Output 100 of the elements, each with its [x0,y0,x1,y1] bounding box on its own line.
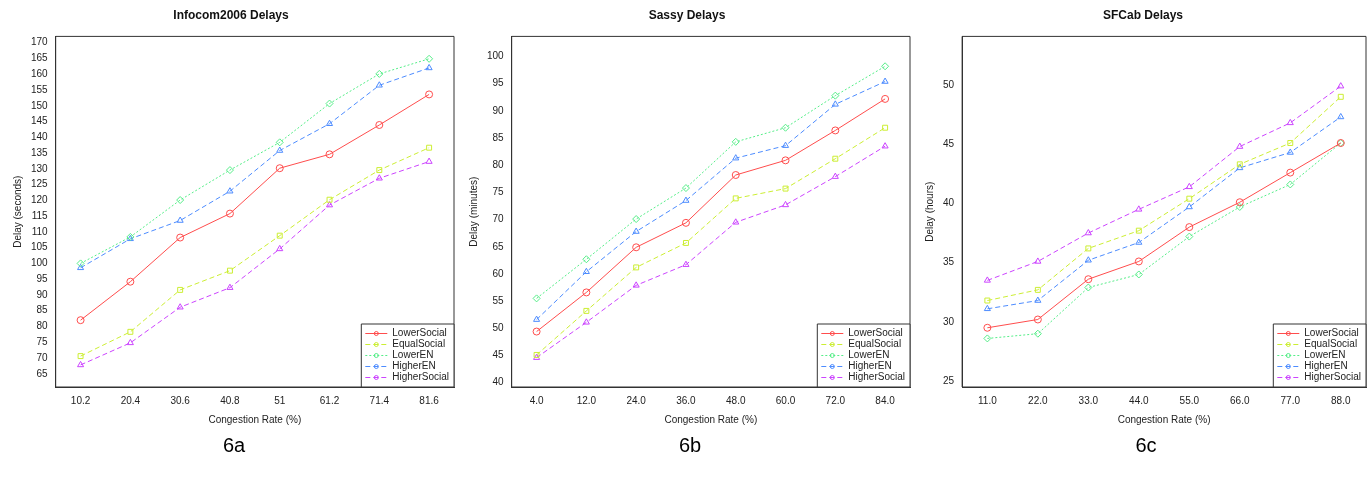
x-tick-label: 33.0 [1078,394,1099,406]
legend-label: LowerEN [1304,349,1346,361]
y-tick-label: 25 [943,374,955,386]
legend-label: LowerEN [392,349,434,361]
point [582,288,591,297]
point [983,276,991,283]
point [375,174,383,181]
text: 6b [678,434,702,457]
y-tick-label: 135 [31,146,49,158]
legend-label: LowerEN [848,349,890,361]
point [882,124,889,131]
point [276,232,283,239]
point [632,281,640,288]
point [1034,257,1042,264]
text: 6a [222,434,246,457]
point [1286,180,1295,189]
point [1084,275,1093,284]
x-tick-label: 60.0 [775,394,796,406]
point [176,216,184,223]
y-tick-label: 145 [31,115,49,127]
y-tick-label: 165 [31,52,49,64]
y-tick-label: 50 [943,78,955,90]
point [832,155,839,162]
point [1186,195,1193,202]
x-tick-label: 48.0 [726,394,746,406]
point [326,119,334,126]
point [1034,286,1041,293]
point [375,69,384,78]
y-tick-label: 70 [36,351,49,363]
y-tick-label: 40 [943,197,955,209]
point [632,227,640,234]
point [632,243,641,252]
point [1033,315,1042,324]
point [325,99,334,108]
y-tick-label: 35 [943,256,955,268]
point [831,172,839,179]
y-tick-label: 110 [31,225,49,237]
point [1286,168,1295,177]
y-tick-label: 170 [31,36,49,48]
text: 6c [1135,434,1157,457]
point [682,239,689,246]
point [325,150,334,159]
y-tick-label: 105 [31,241,49,253]
x-tick-label: 24.0 [626,394,647,406]
point [425,63,433,71]
legend-label: HigherEN [392,360,436,372]
point [782,200,790,208]
point [1135,205,1143,212]
y-axis-title: Delay (minutes) [467,176,479,247]
x-tick-label: 72.0 [825,394,846,406]
point [1185,232,1194,241]
y-tick-label: 115 [31,209,49,221]
point [1084,283,1093,292]
x-tick-label: 55.0 [1179,394,1200,406]
point [1085,245,1092,252]
point [881,77,889,84]
point [732,218,740,225]
point [1337,93,1344,100]
x-tick-label: 61.2 [319,394,340,406]
legend-label: HigherSocial [1304,371,1362,383]
legend-label: LowerSocial [1304,327,1359,339]
point [126,338,134,346]
y-tick-label: 125 [31,178,49,190]
point [77,353,84,360]
point [1337,112,1345,120]
y-tick-label: 40 [492,376,505,388]
y-tick-label: 45 [943,137,955,149]
y-tick-label: 85 [492,131,505,143]
legend-label: EqualSocial [1304,338,1358,350]
x-tick-label: 20.4 [120,394,141,406]
point [1134,270,1143,279]
x-tick-label: 36.0 [676,394,697,406]
point [425,90,434,99]
y-tick-label: 90 [36,288,49,300]
y-tick-label: 45 [492,349,505,361]
legend-label: EqualSocial [848,338,902,350]
legend-label: HigherSocial [392,371,450,383]
x-axis-title: Congestion Rate (%) [208,413,302,425]
point [632,215,641,224]
chart-title: Infocom2006 Delays [173,7,290,22]
point [781,123,790,132]
point [732,195,739,202]
point [831,100,839,107]
legend-label: EqualSocial [392,338,446,350]
x-tick-label: 51 [274,394,286,406]
y-tick-label: 65 [36,367,49,379]
point [582,255,591,264]
y-tick-label: 75 [492,186,505,198]
x-tick-label: 12.0 [576,394,597,406]
point [76,259,85,268]
point [782,185,789,192]
chart-title: SFCab Delays [1102,7,1184,22]
legend-label: LowerSocial [392,327,447,339]
point [226,187,234,194]
point [126,277,135,286]
point [782,141,790,148]
y-tick-label: 95 [492,77,505,89]
point [225,209,234,218]
point [533,315,541,322]
point [583,307,590,314]
